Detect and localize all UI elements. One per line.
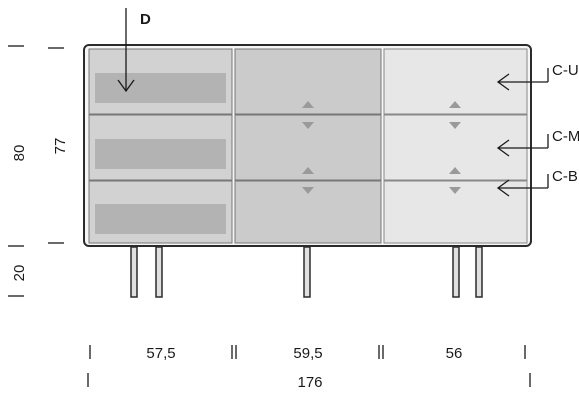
leg: [452, 246, 460, 298]
arrow-down-icon: [117, 79, 135, 93]
middle-column: [234, 48, 382, 244]
dimension-width-left: 57,5: [146, 345, 175, 362]
arrow-left-icon: [496, 73, 510, 91]
callout-compartment-middle: C-M: [496, 128, 579, 157]
triangle-up-icon: [302, 101, 314, 108]
label-compartment-bottom: C-B: [552, 168, 578, 185]
triangle-down-icon: [302, 122, 314, 129]
arrow-left-icon: [496, 179, 510, 197]
triangle-up-icon: [449, 101, 461, 108]
door-middle-lower: [234, 180, 382, 244]
callout-compartment-upper: C-U: [496, 62, 579, 91]
drawer-top-handle: [95, 73, 226, 103]
dimension-width-middle: 59,5: [293, 345, 322, 362]
dimension-height-total: 80: [11, 145, 28, 162]
drawer-middle-handle: [95, 139, 226, 169]
left-column: [88, 48, 233, 244]
triangle-down-icon: [302, 187, 314, 194]
vertical-dimension-ticks: [8, 45, 64, 297]
label-compartment-middle: C-M: [552, 128, 579, 145]
label-drawer: D: [140, 11, 151, 28]
leg: [475, 246, 483, 298]
dimension-width-right: 56: [446, 345, 463, 362]
triangle-down-icon: [449, 187, 461, 194]
triangle-down-icon: [449, 122, 461, 129]
leg: [303, 246, 311, 298]
dimension-width-total: 176: [297, 374, 322, 391]
dimension-height-legs: 20: [11, 265, 28, 282]
legs: [130, 246, 483, 298]
label-compartment-upper: C-U: [552, 62, 579, 79]
dimension-height-body: 77: [52, 138, 69, 155]
triangle-up-icon: [302, 167, 314, 174]
arrow-left-icon: [496, 139, 510, 157]
leg: [130, 246, 138, 298]
leg: [155, 246, 163, 298]
drawer-bottom-handle: [95, 204, 226, 234]
callout-drawer: D: [117, 8, 151, 93]
callout-compartment-bottom: C-B: [496, 168, 578, 197]
horizontal-dimension-ticks: [87, 345, 531, 387]
right-column: [383, 48, 528, 244]
triangle-up-icon: [449, 167, 461, 174]
